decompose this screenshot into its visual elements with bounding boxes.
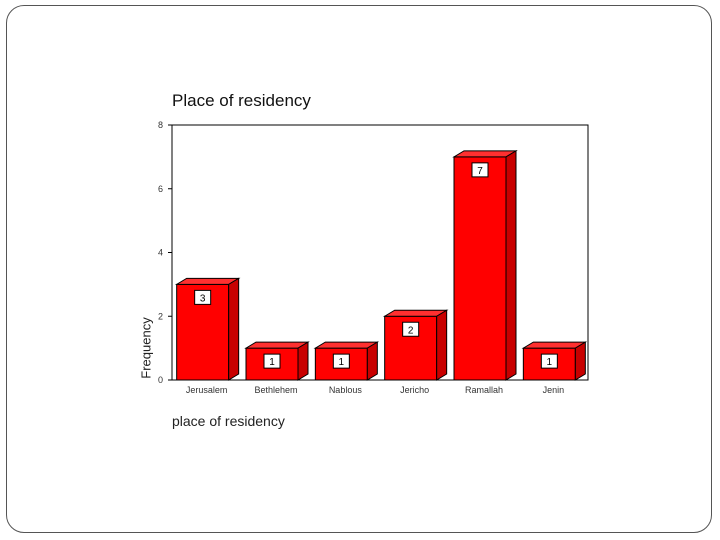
x-tick-label: Ramallah [465, 385, 503, 395]
bars: 3 1 1 2 7 1 [174, 149, 588, 381]
x-tick-label: Nablous [329, 385, 363, 395]
slide-frame [6, 5, 712, 533]
data-label-box [332, 353, 350, 369]
bar-side [228, 277, 240, 381]
data-label: 3 [200, 293, 206, 304]
data-label: 2 [408, 325, 414, 336]
y-tick-label: 8 [158, 120, 163, 130]
y-tick-label: 6 [158, 184, 163, 194]
data-label-box [402, 321, 420, 337]
bar: 2 [382, 309, 449, 381]
bar-side [505, 149, 517, 381]
bar: 1 [521, 341, 588, 381]
x-tick-label: Jericho [400, 385, 429, 395]
y-tick-label: 0 [158, 375, 163, 385]
data-label: 1 [547, 357, 553, 368]
data-label-box [263, 353, 281, 369]
bar-side [574, 341, 586, 381]
bar-front [453, 156, 507, 381]
x-tick-label: Bethlehem [254, 385, 297, 395]
data-label: 1 [339, 357, 345, 368]
chart-title: Place of residency [172, 91, 311, 110]
bar: 7 [452, 149, 518, 381]
x-tick-labels: Jerusalem Bethlehem Nablous Jericho Ramallah… [186, 385, 564, 395]
x-tick-label: Jerusalem [186, 385, 228, 395]
y-tick-label: 4 [158, 248, 163, 258]
bar: 1 [313, 341, 380, 381]
data-label: 1 [269, 357, 275, 368]
bar-side [436, 309, 448, 381]
bar: 3 [174, 277, 241, 381]
bar-side [366, 341, 378, 381]
x-axis-title: place of residency [172, 413, 285, 429]
x-tick-label: Jenin [543, 385, 565, 395]
data-label-box [194, 289, 212, 305]
data-label-box [540, 353, 558, 369]
data-label: 7 [477, 166, 483, 177]
plot-frame [171, 124, 589, 381]
bar: 1 [244, 341, 310, 381]
bar-side [297, 341, 309, 381]
y-axis-title: Frequency [138, 317, 154, 379]
y-ticks: 0 2 4 6 8 [158, 120, 172, 385]
y-tick-label: 2 [158, 311, 163, 321]
data-label-box [471, 162, 489, 178]
plot-border [171, 124, 589, 381]
